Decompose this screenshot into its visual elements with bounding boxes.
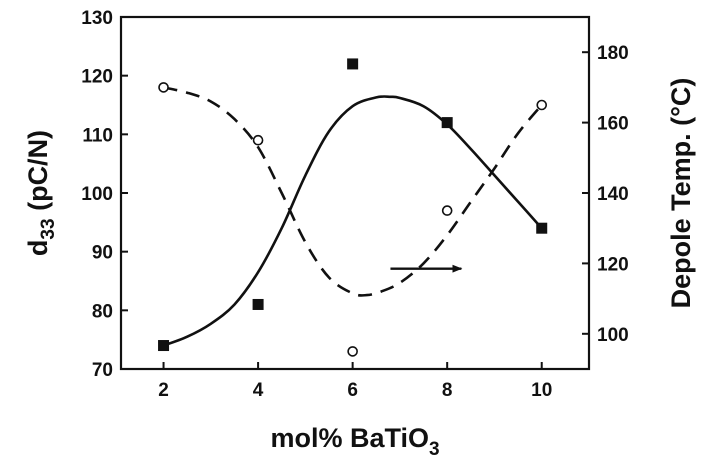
fit-curves	[163, 86, 543, 347]
depole-temp-point	[158, 82, 169, 93]
right-tick-label: 160	[597, 114, 629, 135]
right-tick-label: 120	[597, 254, 629, 275]
depole-temp-fit-curve	[163, 86, 543, 297]
data-points	[158, 58, 548, 357]
x-tick-label: 2	[158, 380, 169, 401]
depole-temp-point	[252, 134, 264, 146]
plot-frame	[119, 15, 591, 371]
right-tick-label: 140	[597, 184, 629, 205]
left-axis-title: d33 (pC/N)	[23, 130, 59, 256]
right-axis: 100 120 140 160 180	[582, 43, 629, 346]
left-tick-label: 80	[92, 301, 113, 322]
left-tick-label: 120	[81, 67, 113, 88]
left-tick-label: 130	[81, 8, 113, 29]
x-tick-label: 6	[347, 380, 358, 401]
left-tick-label: 100	[81, 184, 113, 205]
x-tick-label: 4	[253, 380, 264, 401]
left-axis-title-subscript: 33	[38, 218, 59, 239]
left-axis-title-unit: (pC/N)	[23, 130, 53, 218]
x-tick-label: 10	[531, 380, 552, 401]
x-axis-title-subscript: 3	[429, 439, 440, 460]
right-tick-label: 100	[597, 325, 629, 346]
depole-temp-point	[536, 99, 548, 111]
right-axis-title: Depole Temp. (°C)	[666, 78, 696, 309]
right-tick-label: 180	[597, 43, 629, 64]
left-tick-label: 70	[92, 360, 113, 381]
depole-temp-point	[441, 205, 453, 216]
d33-point	[158, 340, 170, 352]
x-axis: 2 4 6 8 10	[158, 362, 552, 401]
d33-point	[252, 298, 264, 310]
d33-point	[536, 222, 548, 234]
d33-point	[347, 58, 359, 70]
d33-fit-curve	[163, 95, 543, 347]
left-tick-label: 110	[82, 125, 113, 146]
left-axis: 70 80 90 100 110 120 130	[81, 8, 128, 381]
depole-temp-point	[347, 346, 358, 357]
x-tick-label: 8	[442, 380, 453, 401]
x-axis-title: mol% BaTiO3	[270, 423, 439, 460]
left-tick-label: 90	[92, 243, 113, 264]
d33-point	[441, 117, 453, 129]
